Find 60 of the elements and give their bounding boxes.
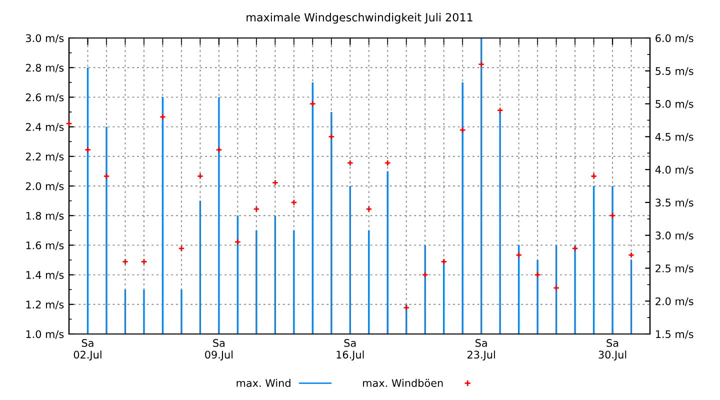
point xyxy=(346,160,354,166)
x-tick-label: Sa 09.Jul xyxy=(205,339,233,361)
point xyxy=(159,114,166,120)
point xyxy=(478,61,485,68)
y-tick-label: 1.6 m/s xyxy=(26,241,64,250)
y2-tick-label: 5.5 m/s xyxy=(656,67,694,76)
y2-tick-label: 6.0 m/s xyxy=(656,34,694,43)
point xyxy=(384,160,391,166)
y2-tick-label: 3.0 m/s xyxy=(656,232,694,240)
point xyxy=(140,258,148,265)
x-tick-label: Sa 30.Jul xyxy=(598,339,626,361)
y2-tick-label: 1.5 m/s xyxy=(656,330,694,339)
y2-tick-label: 2.0 m/s xyxy=(656,297,694,306)
point xyxy=(253,206,260,212)
point xyxy=(496,107,504,114)
point xyxy=(84,146,92,154)
point xyxy=(609,212,616,219)
x-tick-label: Sa 16.Jul xyxy=(336,339,364,361)
legend-label: max. Wind xyxy=(236,378,290,387)
point xyxy=(178,245,185,252)
y2-tick-label: 4.5 m/s xyxy=(655,133,694,142)
point xyxy=(122,258,129,265)
point xyxy=(403,304,410,311)
legend-label: max. Windböen xyxy=(363,378,443,387)
point xyxy=(103,172,110,180)
point xyxy=(309,100,316,108)
point xyxy=(459,126,466,134)
point xyxy=(572,245,578,252)
point xyxy=(328,133,335,140)
y2-tick-label: 4.0 m/s xyxy=(655,166,694,174)
y2-tick-label: 3.5 m/s xyxy=(656,198,694,208)
point xyxy=(66,120,72,127)
y-tick-label: 2.2 m/s xyxy=(26,152,64,162)
y-tick-label: 2.6 m/s xyxy=(26,93,64,102)
x-tick-label: Sa 23.Jul xyxy=(468,339,495,361)
point xyxy=(516,252,522,258)
point xyxy=(216,146,222,154)
point xyxy=(590,172,598,180)
y-tick-label: 3.0 m/s xyxy=(26,34,64,43)
y-tick-label: 1.2 m/s xyxy=(26,300,64,310)
y-tick-label: 2.4 m/s xyxy=(26,123,64,132)
point xyxy=(552,284,560,292)
chart-title: maximale Windgeschwindigkeit Juli 2011 xyxy=(246,12,472,24)
point xyxy=(422,272,428,278)
point xyxy=(366,206,372,212)
y-tick-label: 1.8 m/s xyxy=(26,212,64,221)
y2-tick-label: 5.0 m/s xyxy=(656,100,694,109)
x-tick-label: Sa 02.Jul xyxy=(74,339,102,361)
point xyxy=(440,258,448,265)
point xyxy=(534,272,541,278)
y2-tick-label: 2.5 m/s xyxy=(656,264,694,274)
y-tick-label: 1.0 m/s xyxy=(26,330,64,339)
point xyxy=(272,179,278,186)
y-tick-label: 2.8 m/s xyxy=(26,64,64,73)
point xyxy=(196,172,204,180)
y-tick-label: 1.4 m/s xyxy=(26,271,64,280)
point xyxy=(234,238,241,246)
point xyxy=(628,252,635,258)
y-tick-label: 2.0 m/s xyxy=(26,182,64,191)
point xyxy=(290,199,298,206)
